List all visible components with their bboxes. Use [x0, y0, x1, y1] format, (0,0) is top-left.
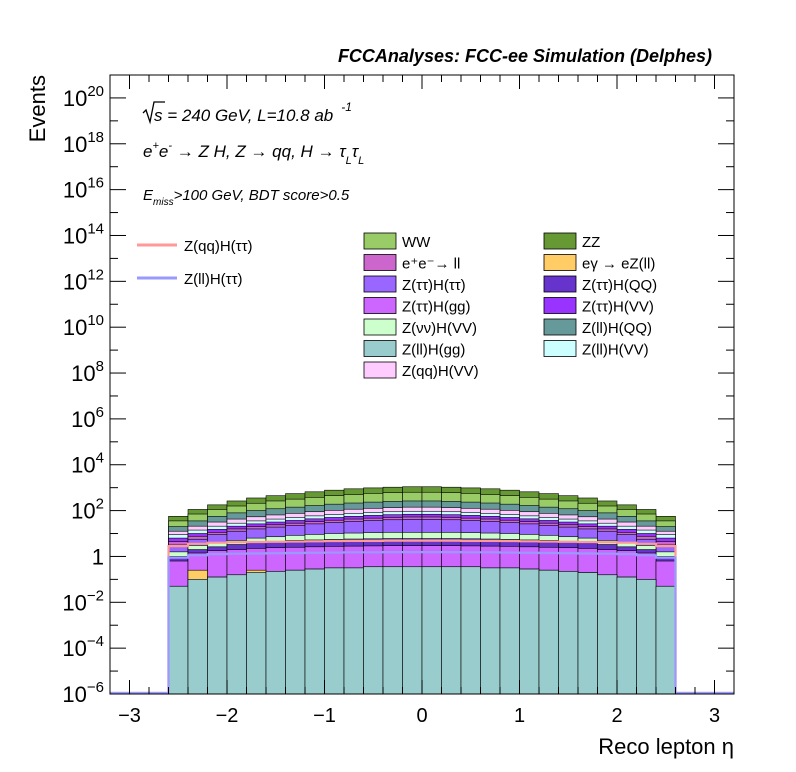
x-tick-label: −3: [118, 705, 141, 727]
y-tick-label: 10−2: [62, 587, 104, 615]
bar-z-ll-h-gg--23: [616, 576, 637, 695]
legend-swatch: [543, 275, 577, 293]
bar-z-ll-h-gg--22: [597, 574, 618, 695]
legend-swatch: [363, 361, 397, 379]
legend-background-label: Z(ττ)H(gg): [402, 299, 471, 316]
y-tick-label: 1016: [63, 175, 104, 203]
legend-swatch: [363, 254, 397, 271]
legend-swatch: [363, 232, 397, 250]
y-tick-label: 1018: [63, 129, 104, 157]
bar-z-ll-h-gg--9: [343, 567, 364, 695]
y-tick-label: 104: [71, 450, 104, 478]
x-tick-label: 3: [709, 705, 720, 727]
signal-line-1: [110, 550, 734, 695]
x-tick-label: 0: [416, 705, 427, 727]
bar-z-ll-h-gg--10: [363, 566, 384, 695]
bar-z-ll-h-gg--18: [519, 568, 540, 695]
bar-z-ll-h-gg--8: [324, 567, 345, 695]
x-tick-label: 2: [611, 705, 622, 727]
y-tick-label: 106: [71, 404, 104, 432]
bar-z-ll-h-gg--11: [382, 566, 403, 695]
svg-text:s = 240 GeV, L=10.8 ab-1: s = 240 GeV, L=10.8 ab -1: [154, 100, 352, 125]
lumi-exponent: -1: [341, 100, 352, 114]
bar-z-ll-h-gg--12: [402, 566, 423, 695]
y-axis-label: Events: [25, 75, 50, 142]
sqrt-s-label: s: [154, 106, 163, 125]
legend-backgrounds: WW ZZ e⁺e⁻→ ll eγ → eZ(ll) Z(ττ)H(ττ) Z(ττ)H(…: [363, 232, 657, 380]
legend-swatch: [543, 254, 577, 271]
bar-z-ll-h-gg--5: [265, 571, 286, 695]
legend-background-label: Z(qq)H(VV): [402, 363, 479, 380]
chart-title: FCCAnalyses: FCC-ee Simulation (Delphes): [338, 46, 712, 66]
y-tick-label: 1012: [63, 266, 104, 294]
legend-background-label: eγ → eZ(ll): [582, 256, 655, 273]
legend-background-label: Z(ll)H(gg): [402, 342, 465, 359]
bar-z-ll-h-gg--19: [538, 569, 559, 695]
legend-background-label: Z(ττ)H(ττ): [402, 277, 466, 294]
bar-z-ll-h-gg--25: [655, 585, 676, 695]
sqrt-symbol-icon: [142, 101, 165, 125]
process-label: e+e- → Z H, Z → qq, H → τLτL: [143, 140, 364, 167]
legend-background-label: Z(νν)H(VV): [402, 320, 477, 337]
bar-z-ll-h-gg--13: [421, 566, 442, 695]
bar-z-ll-h-gg--0: [168, 585, 189, 695]
bar-z-ll-h-gg--6: [285, 569, 306, 695]
signal-lines: [110, 539, 734, 695]
legend-background-label: Z(ll)H(QQ): [582, 320, 652, 337]
legend-swatch: [543, 318, 577, 336]
y-tick-label: 108: [71, 358, 104, 386]
bar-z-ll-h-gg--14: [441, 566, 462, 695]
bar-z-ll-h-gg--17: [499, 567, 520, 695]
legend-background-label: Z(ττ)H(QQ): [582, 277, 657, 294]
legend-swatch: [543, 297, 577, 314]
bar-z-ll-h-gg--4: [246, 572, 267, 695]
x-tick-label: 1: [514, 705, 525, 727]
lumi-label: = 240 GeV, L=10.8 ab: [163, 106, 334, 125]
x-tick-label: −1: [313, 705, 336, 727]
legend-signals: Z(qq)H(ττ) Z(ll)H(ττ): [137, 238, 253, 288]
legend-signal-label: Z(qq)H(ττ): [184, 238, 253, 255]
signal-line-0: [110, 539, 734, 695]
annotation-sqrt-s: s = 240 GeV, L=10.8 ab -1: [142, 100, 352, 125]
legend-background-label: e⁺e⁻→ ll: [402, 256, 460, 273]
bar-z-ll-h-gg--20: [558, 571, 579, 695]
bar-z-ll-h-gg--7: [304, 568, 325, 695]
legend-background-label: WW: [402, 234, 431, 251]
selection-label: Emiss>100 GeV, BDT score>0.5: [143, 187, 350, 208]
legend-swatch: [363, 275, 397, 293]
legend-swatch: [363, 297, 397, 314]
y-tick-label: 102: [71, 496, 104, 524]
bar-z-ll-h-gg--3: [226, 574, 247, 695]
bar-z-ll-h-gg--2: [207, 576, 228, 695]
legend-swatch: [363, 340, 397, 357]
y-tick-label: 1: [92, 544, 104, 569]
y-tick-label: 1020: [63, 83, 104, 111]
x-axis: −3 −2 −1 0 1 2 3: [109, 75, 735, 727]
legend-background-label: ZZ: [582, 234, 600, 251]
x-tick-label: −2: [216, 705, 239, 727]
y-axis: 10−6 10−4 10−2 1 102 104 106 108 1010 1012 1014 101…: [62, 74, 734, 707]
legend-background-label: Z(ll)H(VV): [582, 342, 649, 359]
legend-background-label: Z(ττ)H(VV): [582, 299, 654, 316]
y-tick-label: 1010: [63, 312, 104, 340]
legend-swatch: [543, 340, 577, 357]
legend-swatch: [363, 318, 397, 336]
y-tick-label: 1014: [63, 220, 104, 248]
y-tick-label: 10−6: [62, 679, 104, 707]
bar-z-ll-h-gg--1: [187, 579, 208, 695]
legend-signal-label: Z(ll)H(ττ): [184, 271, 243, 288]
x-axis-label: Reco lepton η: [598, 734, 734, 759]
bar-z-ll-h-gg--15: [460, 566, 481, 695]
bar-z-ll-h-gg--24: [636, 579, 657, 695]
bar-z-ll-h-gg--21: [577, 572, 598, 695]
bar-z-ll-h-gg--16: [480, 567, 501, 695]
y-tick-label: 10−4: [62, 633, 104, 661]
legend-swatch: [543, 232, 577, 250]
histogram-stack: [168, 486, 676, 695]
